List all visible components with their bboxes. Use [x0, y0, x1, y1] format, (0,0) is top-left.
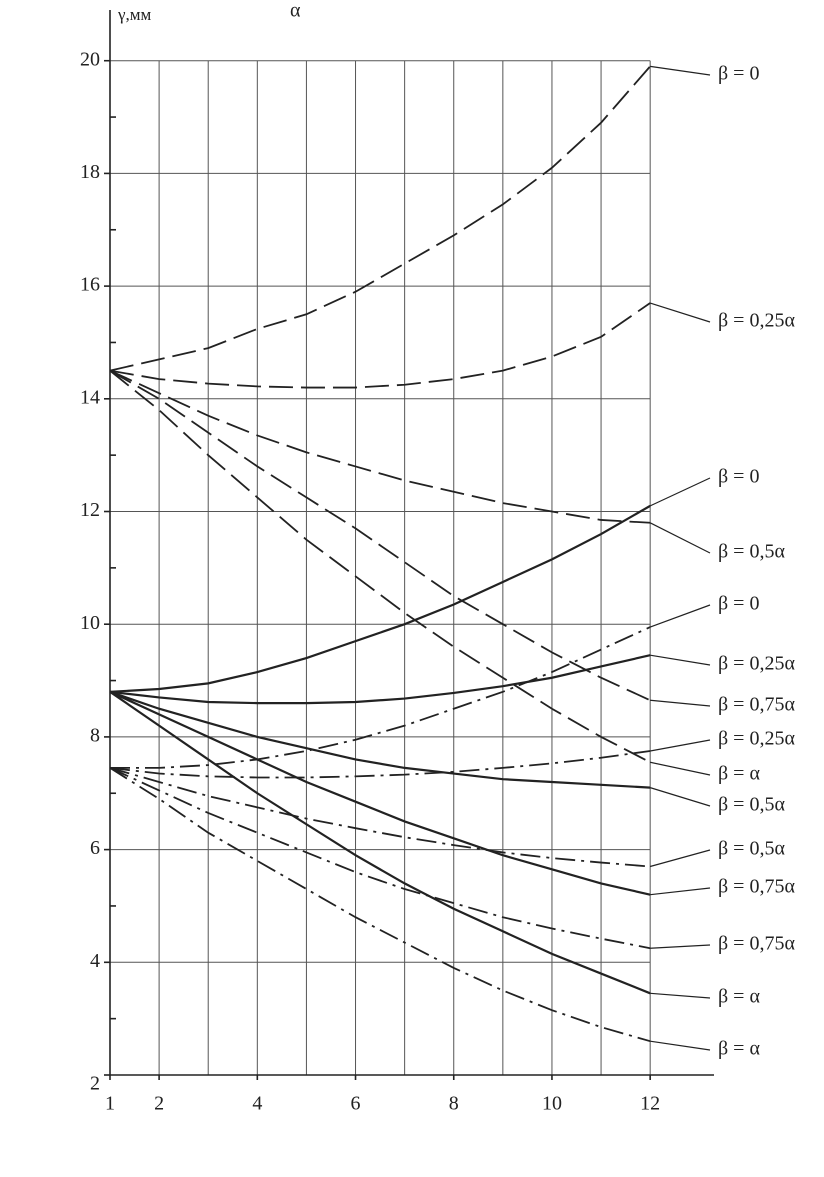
leader-line	[650, 699, 711, 707]
y-tick-label: 6	[90, 837, 100, 859]
y-tick-label: 20	[80, 48, 100, 70]
series-label: β = 0,75α	[718, 876, 795, 898]
y-tick-label: 8	[90, 724, 100, 746]
y-tick-label: 18	[80, 161, 100, 183]
y-tick-label: 12	[80, 499, 100, 521]
leader-line	[649, 302, 711, 323]
y-tick-label: 16	[80, 274, 100, 296]
x-tick-label: 10	[542, 1093, 562, 1115]
line	[109, 690, 651, 995]
series-label: β = 0,25α	[718, 653, 795, 675]
y-axis-label: γ,мм	[117, 5, 152, 24]
series-label: β = 0,75α	[718, 694, 795, 716]
leader-line	[650, 654, 711, 666]
y-tick-label: 2	[90, 1073, 100, 1095]
series-label: β = α	[718, 763, 760, 785]
line	[109, 65, 651, 372]
series-label: β = 0,25α	[718, 310, 795, 332]
chart-title: α	[290, 0, 301, 22]
series-label: β = 0,5α	[718, 541, 785, 563]
line	[109, 767, 651, 868]
leader-line	[650, 887, 711, 896]
x-tick-label: 1	[105, 1093, 115, 1115]
line	[109, 302, 651, 389]
series-label: β = 0	[718, 466, 759, 488]
series-label: β = α	[718, 986, 760, 1008]
y-tick-label: 4	[90, 950, 100, 972]
line	[109, 690, 651, 896]
series-label: β = 0,5α	[718, 794, 785, 816]
series-label: β = 0,75α	[718, 933, 795, 955]
leader-line	[649, 787, 711, 807]
series-label: β = 0	[718, 63, 759, 85]
y-tick-label: 14	[80, 386, 100, 408]
leader-line	[649, 604, 711, 628]
leader-line	[650, 65, 711, 76]
x-tick-label: 2	[154, 1093, 164, 1115]
x-tick-label: 8	[449, 1093, 459, 1115]
series-label: β = 0	[718, 593, 759, 615]
leader-line	[649, 477, 711, 507]
line	[109, 767, 651, 1043]
line	[109, 504, 651, 693]
series-label: β = 0,5α	[718, 838, 785, 860]
leader-line	[650, 992, 711, 999]
line	[110, 626, 651, 769]
line	[109, 767, 651, 950]
leader-line	[650, 1040, 711, 1051]
series-label: β = 0,25α	[718, 728, 795, 750]
leader-line	[650, 739, 711, 752]
leader-line	[650, 761, 711, 776]
line	[109, 369, 651, 764]
line	[109, 369, 651, 702]
x-tick-label: 4	[252, 1093, 262, 1115]
x-tick-label: 6	[351, 1093, 361, 1115]
leader-line	[650, 944, 711, 949]
line	[109, 369, 651, 524]
line	[109, 654, 651, 705]
leader-line	[649, 522, 711, 554]
leader-line	[650, 849, 711, 868]
y-tick-label: 10	[80, 612, 100, 634]
line	[109, 690, 651, 789]
series-label: β = α	[718, 1038, 760, 1060]
x-tick-label: 12	[640, 1093, 660, 1115]
